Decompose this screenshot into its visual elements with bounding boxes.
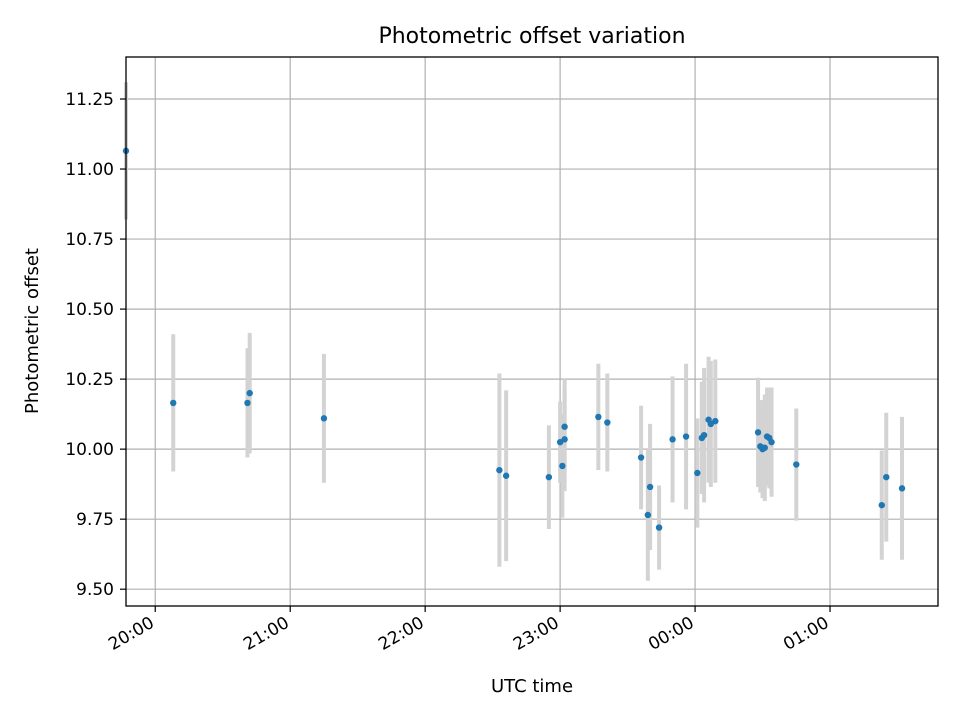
- data-point: [883, 473, 890, 481]
- data-point: [878, 501, 885, 509]
- data-points: [122, 147, 906, 531]
- data-point: [496, 466, 503, 474]
- tick-labels: 9.50 9.75 10.00 10.25 10.50 10.75 11.00 11.25 20…: [65, 90, 832, 655]
- y-tick-label: 10.75: [65, 230, 114, 250]
- y-axis-label: Photometric offset: [22, 248, 43, 414]
- x-tick-label: 00:00: [645, 613, 697, 655]
- x-tick-label: 21:00: [240, 613, 292, 655]
- data-point: [559, 462, 566, 470]
- data-point: [502, 472, 510, 479]
- data-point: [712, 417, 719, 425]
- chart-title: Photometric offset variation: [378, 24, 685, 49]
- data-point: [644, 511, 652, 519]
- data-point: [898, 485, 906, 492]
- data-point: [561, 423, 568, 430]
- data-point: [246, 389, 253, 397]
- data-point: [754, 429, 762, 436]
- data-point: [595, 413, 602, 421]
- data-point: [682, 433, 690, 440]
- x-tick-label: 01:00: [780, 613, 832, 655]
- data-point: [244, 399, 251, 407]
- data-point: [637, 454, 645, 461]
- plot-frame: [125, 56, 939, 607]
- data-point: [669, 436, 676, 443]
- axis-ticks: [120, 98, 831, 612]
- y-tick-label: 10.00: [65, 440, 114, 460]
- grid-lines: [126, 57, 938, 606]
- y-tick-label: 10.50: [65, 300, 114, 320]
- y-tick-label: 11.25: [65, 90, 114, 110]
- data-point: [655, 524, 663, 531]
- x-tick-label: 23:00: [510, 613, 562, 655]
- data-point: [545, 473, 553, 481]
- data-point: [320, 415, 328, 422]
- data-point: [561, 436, 568, 443]
- data-point: [646, 483, 654, 491]
- y-tick-label: 10.25: [65, 370, 114, 390]
- data-point: [761, 444, 769, 451]
- data-point: [694, 469, 701, 477]
- y-tick-label: 11.00: [65, 160, 114, 180]
- data-point: [793, 461, 800, 468]
- x-axis-label: UTC time: [491, 676, 573, 697]
- y-tick-label: 9.75: [76, 510, 114, 530]
- data-point: [768, 438, 775, 446]
- y-tick-label: 9.50: [76, 580, 114, 600]
- data-point: [170, 399, 177, 407]
- x-tick-label: 20:00: [105, 613, 157, 655]
- data-point: [604, 419, 611, 426]
- error-bars: [124, 82, 905, 581]
- data-point: [700, 431, 708, 439]
- x-tick-label: 22:00: [375, 613, 427, 655]
